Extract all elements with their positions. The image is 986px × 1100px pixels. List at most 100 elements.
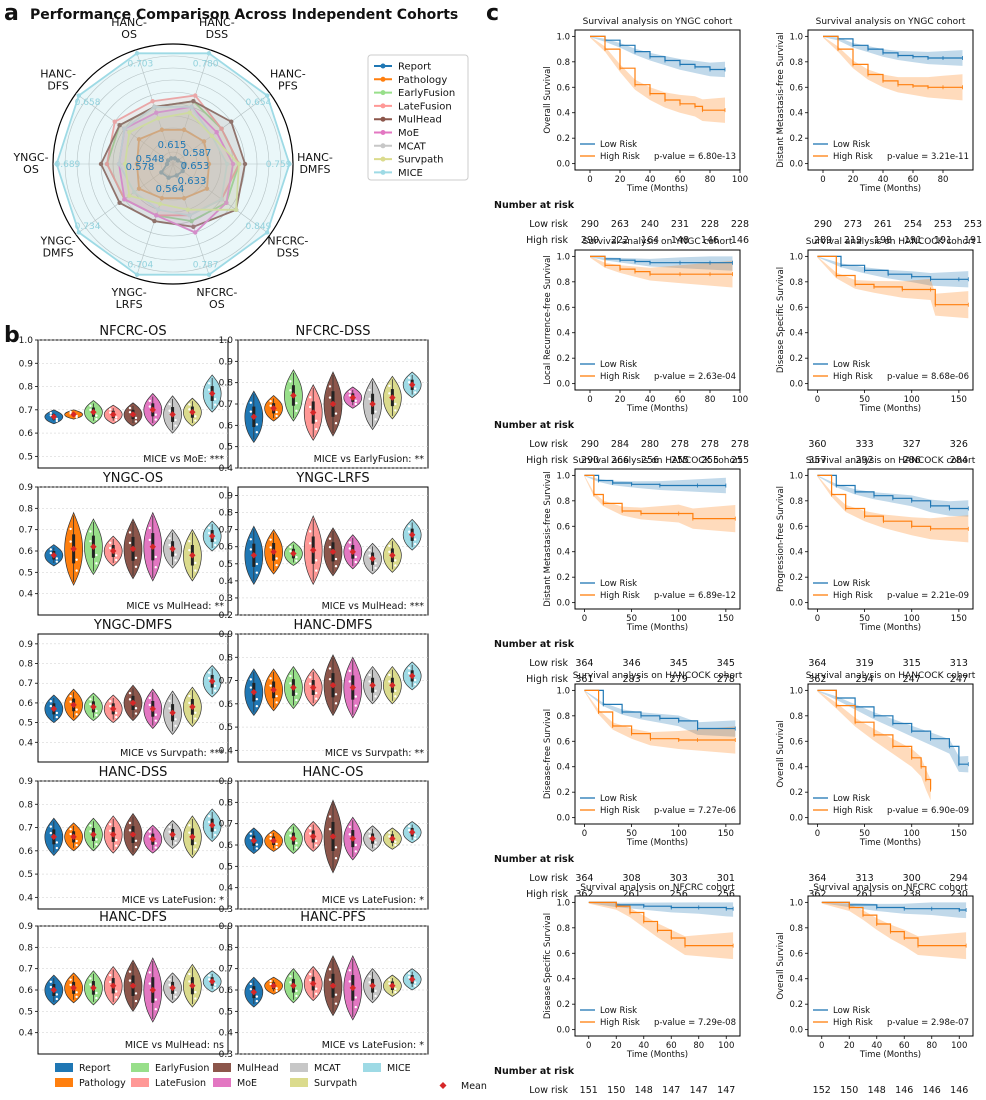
legend-swatch-moe [213, 1078, 231, 1087]
km-nar-low-value: 345 [717, 658, 735, 669]
radar-point-mulhead [117, 200, 122, 205]
violin-mean-marker [369, 982, 376, 989]
violin-point [407, 525, 411, 528]
violin-point [75, 713, 78, 716]
violin-point [188, 831, 191, 834]
km-panel: Survival analysis on YNGC cohort 0.0 0.2 0.… [494, 237, 749, 466]
violin-point [374, 418, 377, 421]
km-nar-low-value: 278 [731, 439, 749, 450]
violin-mean-marker [208, 978, 216, 985]
violin-point [75, 416, 78, 419]
radar-point-survpath [185, 207, 191, 212]
km-nar-low-value: 240 [641, 219, 659, 230]
violin-mean-marker [189, 408, 196, 416]
radar-axis-label-line: DFS [47, 80, 69, 93]
violin-point [69, 978, 72, 981]
violin-ytick-label: 0.7 [219, 400, 233, 410]
violin-point [407, 376, 411, 379]
km-xtick-label: 150 [718, 829, 734, 839]
violin-point [309, 978, 312, 982]
radar-axis-label: YNGC-OS [12, 151, 48, 176]
violin-point [374, 841, 377, 844]
km-nar-low-value: 294 [950, 873, 968, 884]
km-nar-row-low: Low risk [529, 1085, 568, 1096]
radar-point-mice [264, 93, 270, 98]
violin-point [148, 405, 151, 408]
violin-ytick-label: 0.8 [19, 383, 34, 393]
violin-point [115, 996, 118, 999]
violin-ytick-label: 0.7 [219, 820, 233, 830]
violin-point [394, 559, 397, 562]
legend-marker-mcat [380, 143, 386, 149]
km-nar-low-value: 333 [856, 439, 874, 450]
violin-point [388, 384, 391, 388]
violin-ytick-label: 0.5 [19, 870, 33, 880]
violin-point [69, 983, 72, 987]
km-ytick-label: 0.6 [556, 303, 570, 313]
km-nar-high-value: 254 [856, 674, 874, 685]
km-xtick-label: 50 [859, 829, 870, 839]
violin-point [148, 830, 151, 833]
violin-point [154, 418, 157, 421]
radar-point-report [180, 168, 185, 174]
km-nar-row-high: High risk [526, 455, 568, 466]
violin-mean-marker [50, 552, 58, 559]
radar-point-moe [193, 230, 198, 235]
violin-point [315, 844, 318, 847]
radar-axis-label-line: OS [209, 298, 225, 311]
km-ytick-label: 0.2 [789, 1000, 803, 1010]
km-ylabel: Overall Survival [776, 720, 786, 787]
km-ytick-label: 0.8 [789, 58, 803, 68]
km-nar-low-value: 228 [731, 219, 749, 230]
radar-legend-box [367, 54, 469, 181]
violin-point [374, 410, 377, 413]
km-ytick-label: 0.0 [789, 1026, 803, 1036]
radar-point-mice [287, 161, 292, 167]
violin-point [49, 980, 53, 983]
violin-point [148, 696, 151, 700]
violin-point [188, 980, 191, 983]
violin-point [168, 825, 171, 829]
km-curve-high-risk [821, 901, 967, 947]
legend-swatch-mice [363, 1063, 381, 1072]
violin-ytick-label: 0.5 [19, 719, 33, 729]
violin-point [174, 718, 177, 721]
violin-point [154, 998, 157, 1001]
violin-mean-marker [70, 984, 77, 992]
violin-point [115, 558, 118, 562]
violin-mean-marker [349, 394, 356, 401]
violin-point [128, 970, 132, 973]
km-ylabel: Overall Survival [543, 66, 553, 133]
violin-point [194, 415, 197, 418]
violin-ytick-label: 0.6 [219, 841, 234, 851]
violin-point [174, 841, 177, 845]
km-nar-low-value: 300 [903, 873, 921, 884]
violin-point [213, 833, 217, 837]
violin-point [174, 559, 177, 562]
violin-panel-title: HANC-DSS [99, 765, 168, 780]
km-xtick-label: 150 [718, 614, 734, 624]
violin-point [354, 560, 357, 564]
violin-point [134, 565, 138, 568]
violin-panel-title: NFCRC-OS [99, 324, 166, 339]
km-ytick-label: 0.4 [789, 763, 803, 773]
radar-point-mice [76, 230, 82, 235]
violin-mean-marker [270, 982, 277, 989]
violin-panel: NFCRC-DSS 0.4 0.5 0.6 0.7 0.8 0.9 1.0 MICE vs Ea… [219, 324, 429, 474]
violin-point [315, 697, 318, 700]
violin-point [334, 412, 338, 415]
km-panel: Survival analysis on HANCOCK cohort 0.0 0.… [776, 237, 976, 466]
violin-ytick-label: 0.8 [219, 798, 234, 808]
violin-point [207, 676, 211, 680]
radar-point-pathology [181, 196, 187, 201]
violin-point [354, 704, 357, 707]
violin-point [407, 530, 411, 533]
violin-point [309, 827, 312, 830]
km-xlabel: Time (Months) [859, 838, 921, 848]
radar-point-pathology [134, 161, 140, 167]
violin-point [269, 837, 272, 840]
radar-point-mice [134, 272, 140, 277]
violin-point [255, 843, 259, 846]
km-nar-high-value: 247 [950, 674, 968, 685]
km-ytick-label: 0.4 [556, 975, 570, 985]
